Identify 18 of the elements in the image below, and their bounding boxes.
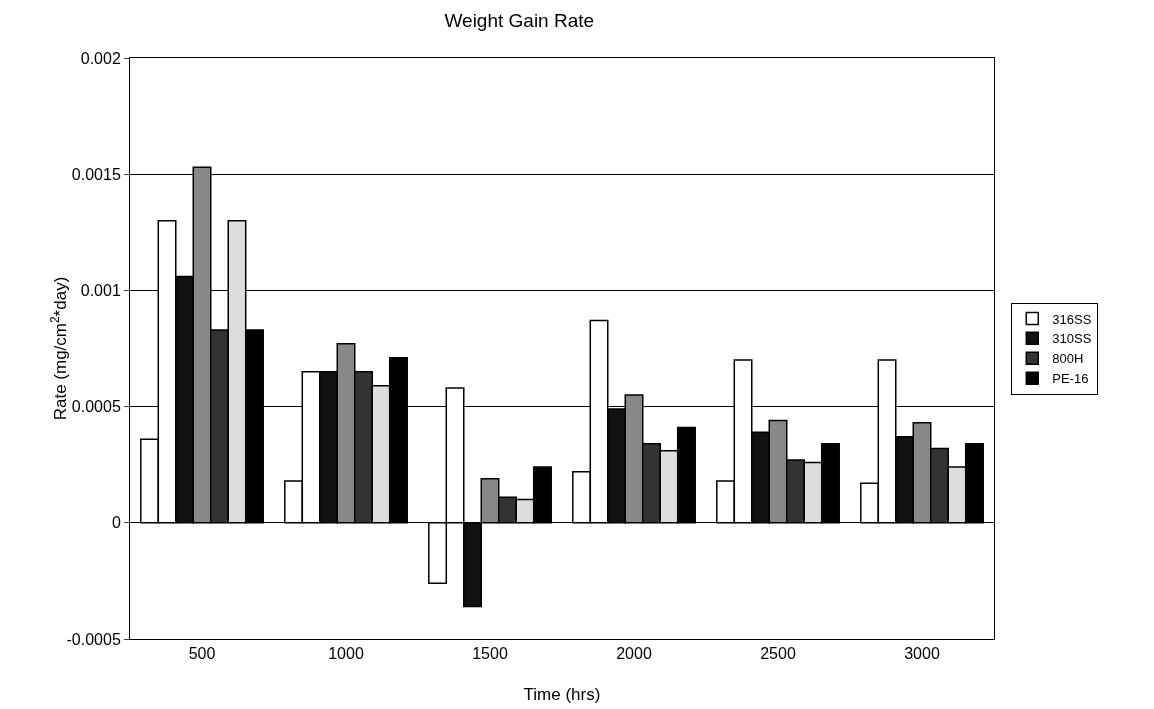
x-tick-label: 3000 bbox=[904, 645, 940, 663]
x-tick-label: 2000 bbox=[616, 645, 652, 663]
y-tick-label: 0.002 bbox=[80, 49, 121, 67]
y-tick-label: -0.0005 bbox=[66, 630, 121, 648]
x-tick-label: 500 bbox=[188, 645, 216, 663]
y-tick-label: 0.0005 bbox=[71, 398, 121, 416]
y-tick-label: 0.0015 bbox=[71, 165, 121, 183]
y-tick-label: 0.001 bbox=[80, 282, 121, 299]
legend-label: 316SS bbox=[1052, 311, 1092, 327]
legend-label: 800H bbox=[1052, 351, 1084, 367]
x-axis-title: Time (hrs) bbox=[523, 685, 601, 704]
legend-label: 310SS bbox=[1052, 331, 1092, 347]
legend-label: PE-16 bbox=[1052, 371, 1089, 387]
x-tick-label: 2500 bbox=[760, 645, 796, 663]
x-tick-label: 1500 bbox=[472, 645, 508, 663]
x-tick-label: 1000 bbox=[328, 645, 364, 663]
y-tick-label: 0 bbox=[111, 514, 121, 532]
chart-title: Weight Gain Rate bbox=[444, 10, 595, 32]
